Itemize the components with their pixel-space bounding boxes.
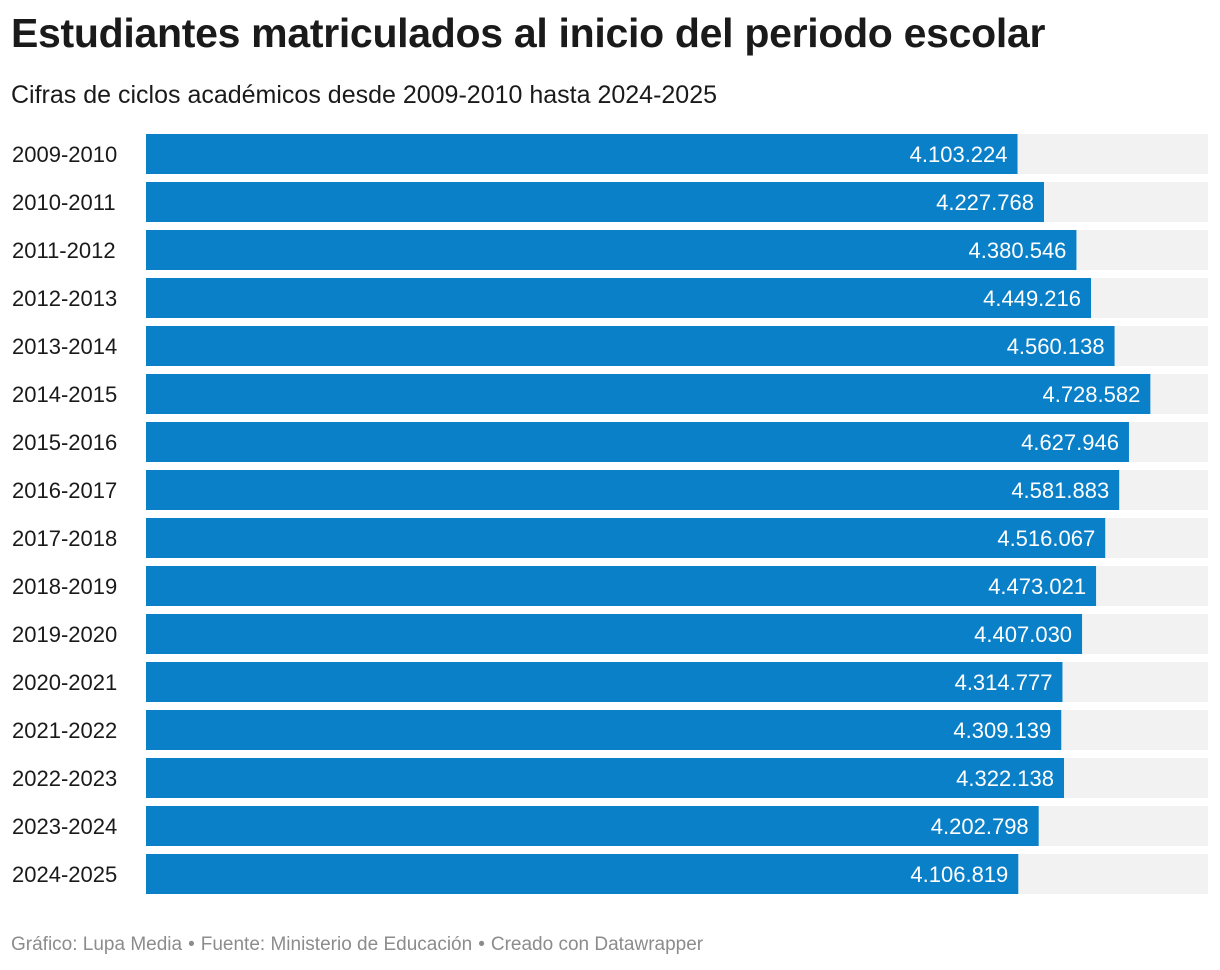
value-label: 4.380.546 xyxy=(969,238,1067,263)
category-label: 2016-2017 xyxy=(12,478,117,503)
chart-subtitle: Cifras de ciclos académicos desde 2009-2… xyxy=(11,81,718,109)
bar xyxy=(146,422,1129,462)
bar-row: 2024-2025 4.106.819 xyxy=(12,854,1208,894)
bar-row: 2018-2019 4.473.021 xyxy=(12,566,1208,606)
value-label: 4.309.139 xyxy=(953,718,1051,743)
category-label: 2020-2021 xyxy=(12,670,117,695)
bar-row: 2021-2022 4.309.139 xyxy=(12,710,1208,750)
bar-row: 2009-2010 4.103.224 xyxy=(12,134,1208,174)
bar-row: 2010-2011 4.227.768 xyxy=(12,182,1208,222)
category-label: 2009-2010 xyxy=(12,142,117,167)
value-label: 4.473.021 xyxy=(988,574,1086,599)
value-label: 4.322.138 xyxy=(956,766,1054,791)
bar-row: 2011-2012 4.380.546 xyxy=(12,230,1208,270)
category-label: 2021-2022 xyxy=(12,718,117,743)
bar-row: 2014-2015 4.728.582 xyxy=(12,374,1208,414)
category-label: 2018-2019 xyxy=(12,574,117,599)
footer-separator: • xyxy=(478,934,485,955)
value-label: 4.516.067 xyxy=(997,526,1095,551)
category-label: 2024-2025 xyxy=(12,862,117,887)
bar xyxy=(146,230,1077,270)
chart-footer: Gráfico: Lupa Media • Fuente: Ministerio d… xyxy=(11,934,703,956)
footer-credit: Gráfico: Lupa Media xyxy=(11,934,183,955)
bar-row: 2013-2014 4.560.138 xyxy=(12,326,1208,366)
footer-tool: Creado con Datawrapper xyxy=(490,934,704,955)
value-label: 4.581.883 xyxy=(1011,478,1109,503)
bar-row: 2019-2020 4.407.030 xyxy=(12,614,1208,654)
bar-row: 2022-2023 4.322.138 xyxy=(12,758,1208,798)
bar-row: 2012-2013 4.449.216 xyxy=(12,278,1208,318)
category-label: 2019-2020 xyxy=(12,622,117,647)
bar xyxy=(146,854,1019,894)
value-label: 4.407.030 xyxy=(974,622,1072,647)
bar xyxy=(146,710,1062,750)
footer-separator: • xyxy=(188,934,195,955)
bar xyxy=(146,614,1083,654)
bar xyxy=(146,806,1039,846)
value-label: 4.314.777 xyxy=(955,670,1053,695)
bar-row: 2016-2017 4.581.883 xyxy=(12,470,1208,510)
bar xyxy=(146,566,1097,606)
category-label: 2014-2015 xyxy=(12,382,117,407)
chart-title: Estudiantes matriculados al inicio del p… xyxy=(11,10,1046,56)
bar xyxy=(146,470,1120,510)
bar-row: 2015-2016 4.627.946 xyxy=(12,422,1208,462)
value-label: 4.449.216 xyxy=(983,286,1081,311)
value-label: 4.728.582 xyxy=(1042,382,1140,407)
bar-row: 2023-2024 4.202.798 xyxy=(12,806,1208,846)
value-label: 4.202.798 xyxy=(931,814,1029,839)
value-label: 4.106.819 xyxy=(910,862,1008,887)
bar-row: 2017-2018 4.516.067 xyxy=(12,518,1208,558)
category-label: 2013-2014 xyxy=(12,334,117,359)
category-label: 2015-2016 xyxy=(12,430,117,455)
footer-source: Fuente: Ministerio de Educación xyxy=(200,934,473,955)
value-label: 4.103.224 xyxy=(910,142,1008,167)
bar xyxy=(146,278,1092,318)
value-label: 4.227.768 xyxy=(936,190,1034,215)
bar xyxy=(146,134,1018,174)
category-label: 2023-2024 xyxy=(12,814,117,839)
value-label: 4.560.138 xyxy=(1007,334,1105,359)
bar xyxy=(146,662,1063,702)
bar-row: 2020-2021 4.314.777 xyxy=(12,662,1208,702)
category-label: 2011-2012 xyxy=(12,238,116,263)
bar xyxy=(146,182,1044,222)
bar xyxy=(146,518,1106,558)
category-label: 2012-2013 xyxy=(12,286,117,311)
bar xyxy=(146,758,1065,798)
bar-chart: 2009-2010 4.103.224 2010-2011 4.227.768 2011… xyxy=(12,134,1208,894)
category-label: 2010-2011 xyxy=(12,190,116,215)
bar xyxy=(146,326,1115,366)
value-label: 4.627.946 xyxy=(1021,430,1119,455)
category-label: 2022-2023 xyxy=(12,766,117,791)
category-label: 2017-2018 xyxy=(12,526,117,551)
bar xyxy=(146,374,1151,414)
